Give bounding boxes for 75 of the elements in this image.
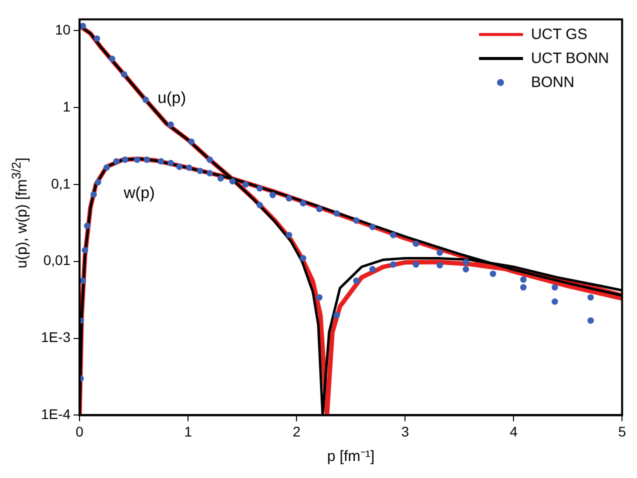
point [108,56,116,62]
y-tick-label: 1E-3 [40,329,71,346]
point [217,175,224,182]
point [168,121,174,128]
point [412,261,420,268]
point [369,224,376,230]
y-tick-label: 10 [54,22,71,38]
point [412,240,420,247]
point [144,156,150,163]
legend-label: BONN [530,74,574,90]
point [286,232,292,238]
point [80,22,86,30]
point [300,200,306,206]
point [186,164,192,171]
point [552,298,558,305]
point [316,294,323,301]
legend-label: UCT GS [530,26,588,42]
y-tick-label: 0,01 [43,252,71,268]
point [334,312,340,318]
point [113,158,120,165]
x-tick-label: 4 [510,423,518,440]
point [490,270,496,277]
point [256,202,263,208]
point [462,258,470,266]
x-tick-label: 1 [184,423,192,440]
point [390,261,396,268]
point [552,284,558,291]
point [122,156,128,163]
point [120,71,128,78]
point [206,156,213,163]
point [104,164,110,171]
point [242,181,249,188]
y-tick-label: 0,1 [51,175,71,192]
point [134,156,140,163]
point [316,206,323,212]
x-tick-label: 5 [618,423,626,440]
point [353,278,360,284]
point [353,217,360,224]
point [256,185,263,192]
annotation: w(p) [122,184,155,202]
point [390,232,396,238]
point [462,266,470,272]
point [80,278,86,284]
y-tick-label: 1 [62,98,71,114]
point [520,284,527,291]
point [158,158,164,165]
point [82,246,88,254]
point [229,178,236,184]
point [587,294,594,301]
x-tick-label: 0 [76,423,84,440]
point [300,254,306,262]
x-tick-label: 3 [401,423,410,440]
point [286,195,292,202]
point [334,210,340,217]
point [270,192,276,198]
point [94,179,102,186]
point [436,249,444,256]
annotation: u(p) [158,90,186,107]
point [142,96,149,104]
point [176,164,183,170]
y-tick-label: 1E-4 [40,406,71,422]
x-tick-label: 2 [292,423,301,440]
point [587,317,594,324]
point [436,262,444,268]
point [520,276,527,283]
x-axis-title: p [fm⁻¹] [327,448,375,466]
point [188,138,195,145]
point [90,191,97,198]
point [84,222,90,230]
point [94,35,100,42]
point [206,170,213,176]
point [369,266,376,272]
legend-label: UCT BONN [530,50,609,66]
point [196,168,204,174]
point [168,160,174,166]
